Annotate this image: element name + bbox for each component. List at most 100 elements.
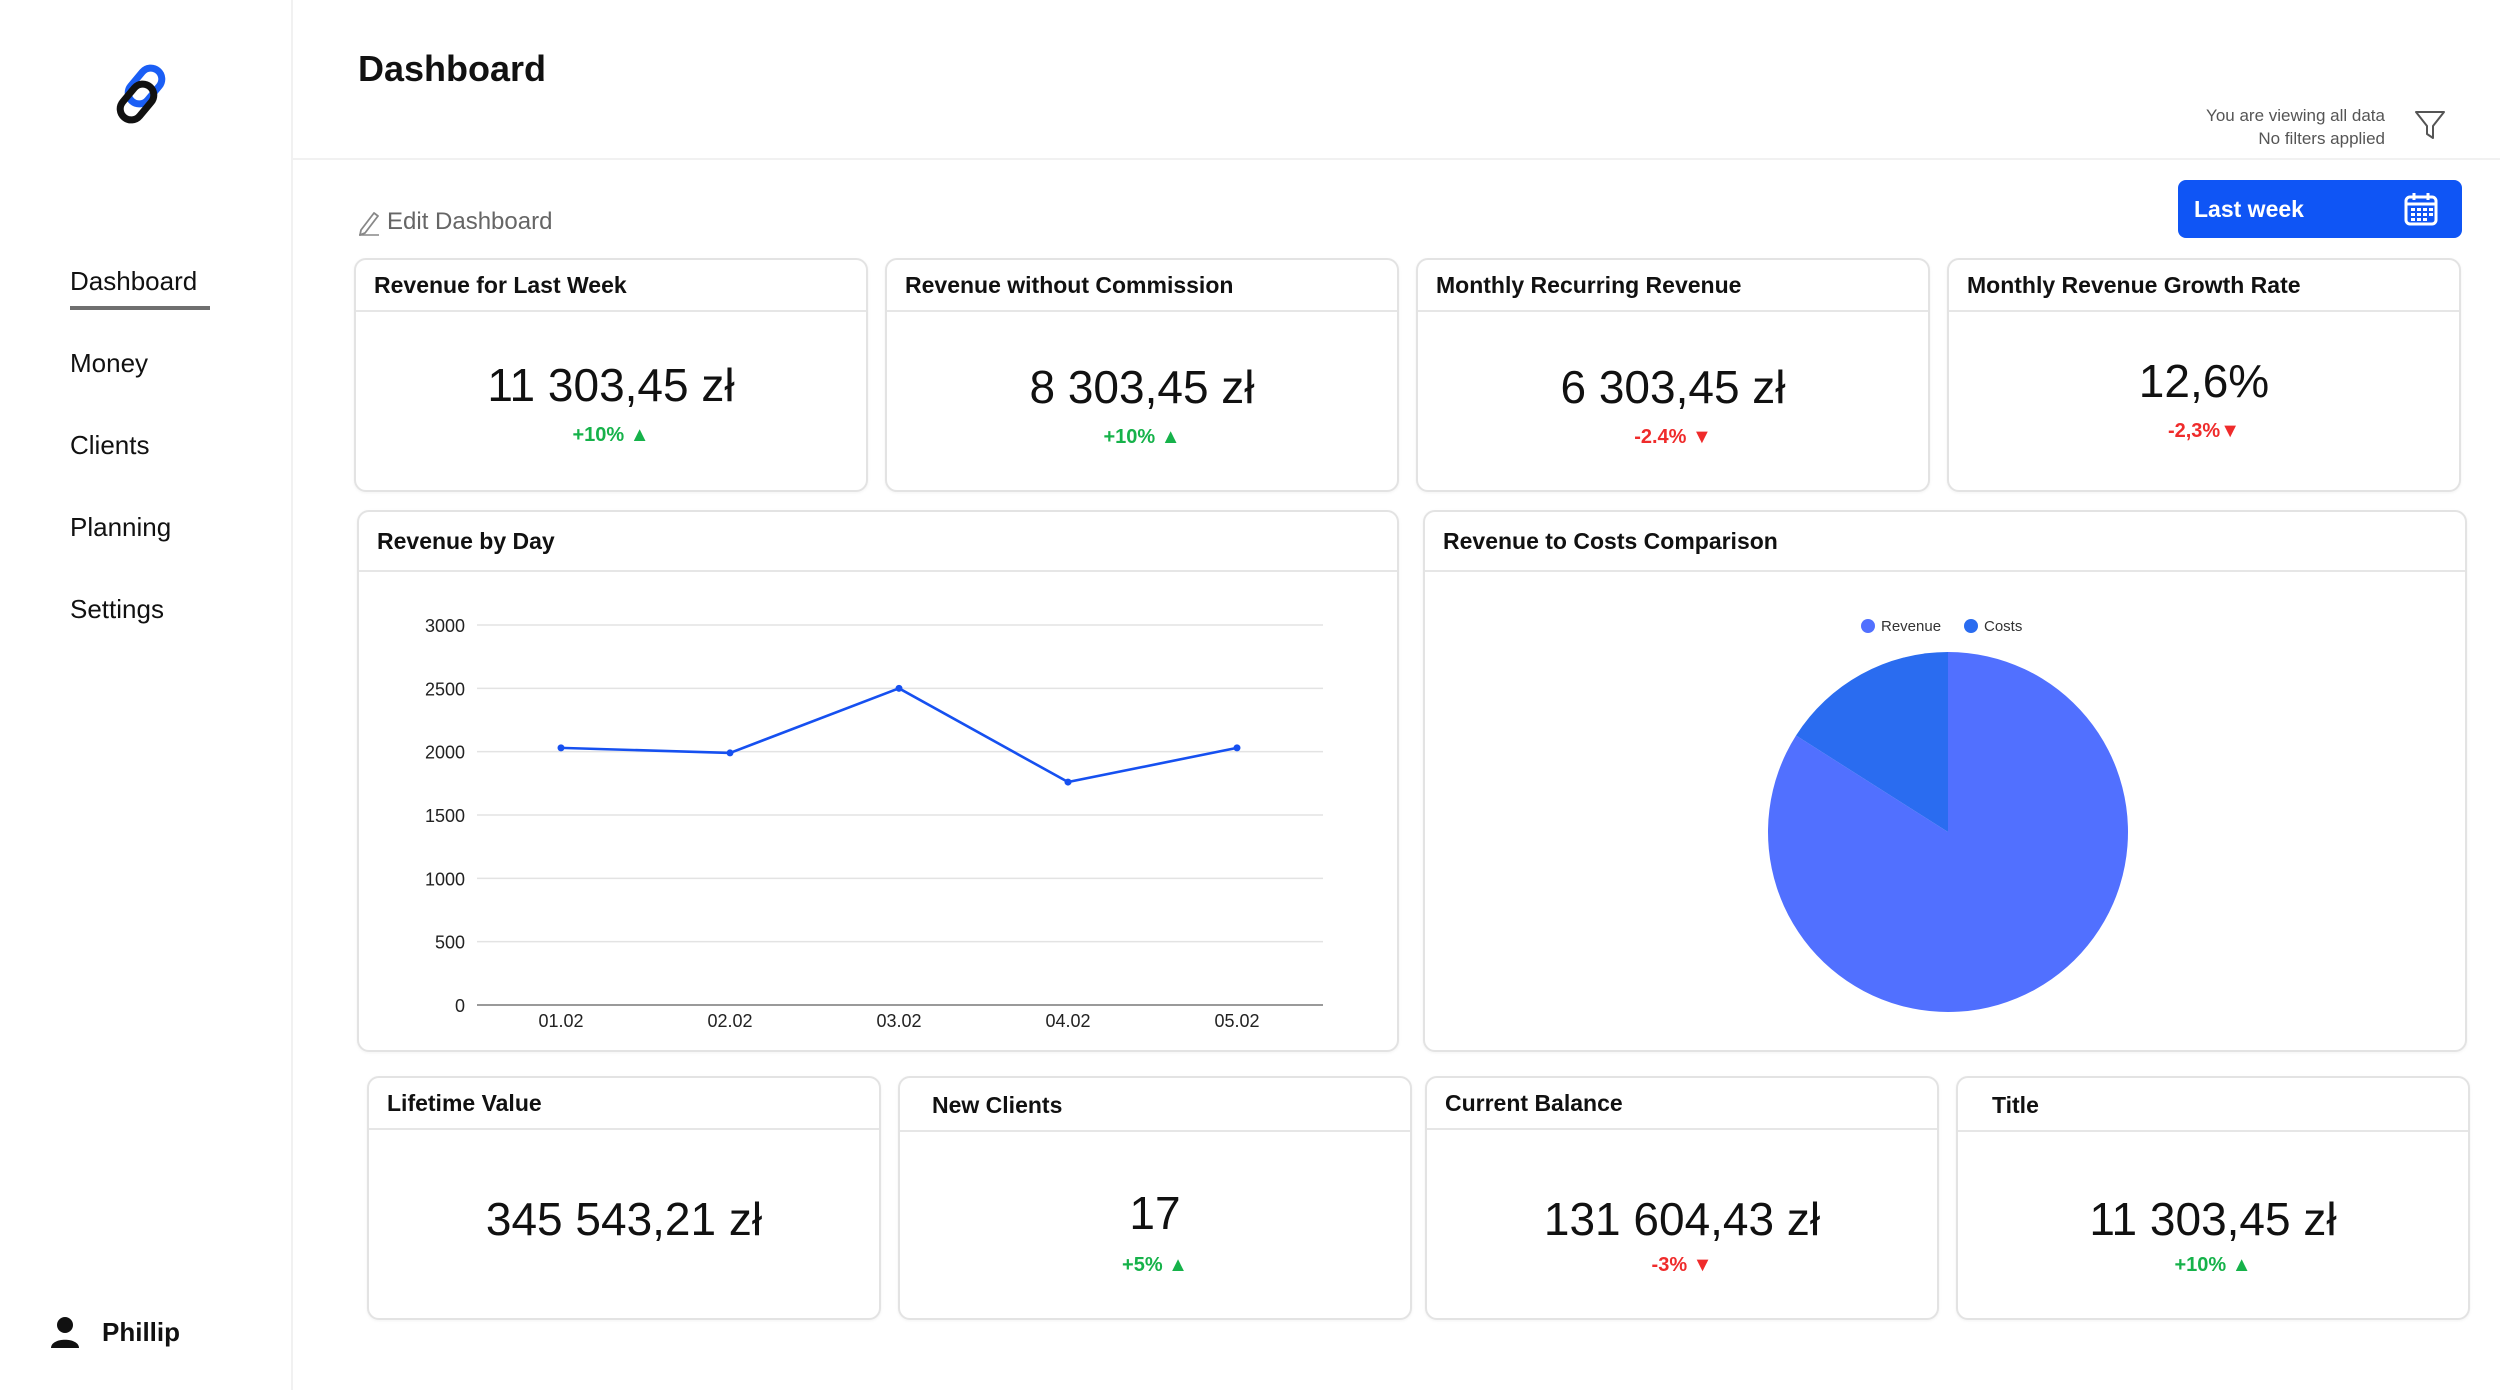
date-range-button[interactable]: Last week — [2178, 180, 2462, 238]
x-tick-label: 05.02 — [1214, 1011, 1259, 1031]
arrow-up-icon: ▲ — [1160, 426, 1181, 448]
user-name: Phillip — [102, 1316, 180, 1347]
change-value: +5% — [1122, 1254, 1163, 1276]
nav-item-clients[interactable]: Clients — [70, 430, 150, 460]
change-value: -2,3% — [2167, 420, 2221, 442]
data-point — [1064, 778, 1072, 786]
arrow-down-icon: ▼ — [1692, 1254, 1713, 1276]
x-tick-label: 04.02 — [1045, 1011, 1090, 1031]
arrow-up-icon: ▲ — [629, 424, 650, 446]
y-tick-label: 3000 — [425, 616, 465, 636]
x-tick-label: 02.02 — [707, 1011, 752, 1031]
arrow-up-icon: ▲ — [1168, 1254, 1188, 1276]
edit-dashboard-button[interactable]: Edit Dashboard — [357, 208, 552, 236]
user-profile[interactable]: Phillip — [50, 1316, 180, 1348]
card-title: New Clients — [932, 1092, 1063, 1118]
kpi-card-revenue-without-commission[interactable]: Revenue without Commission 8 303,45 zł +… — [885, 258, 1399, 492]
card-title: Monthly Recurring Revenue — [1436, 272, 1742, 298]
card-divider — [359, 570, 1397, 572]
change-value: -3% — [1651, 1254, 1688, 1276]
filter-status-line: You are viewing all data — [2206, 106, 2385, 125]
card-change: +5% ▲ — [900, 1254, 1410, 1277]
kpi-card-lifetime-value[interactable]: Lifetime Value 345 543,21 zł — [367, 1076, 881, 1320]
card-change: +10% ▲ — [356, 424, 866, 447]
kpi-card-revenue-last-week[interactable]: Revenue for Last Week 11 303,45 zł +10% … — [354, 258, 868, 492]
y-tick-label: 500 — [435, 933, 465, 953]
card-value: 6 303,45 zł — [1560, 361, 1786, 413]
arrow-down-icon: ▼ — [2220, 420, 2241, 442]
y-tick-label: 0 — [455, 996, 465, 1016]
data-point — [726, 749, 734, 757]
card-change: -3% ▼ — [1427, 1254, 1937, 1277]
arrow-up-icon: ▲ — [2231, 1254, 2252, 1276]
card-title: Monthly Revenue Growth Rate — [1967, 272, 2301, 298]
y-tick-label: 2000 — [425, 743, 465, 763]
card-title: Title — [1992, 1092, 2039, 1118]
nav-item-planning[interactable]: Planning — [70, 512, 172, 542]
filter-status: You are viewing all data No filters appl… — [2206, 104, 2385, 150]
filter-icon[interactable] — [2413, 108, 2447, 142]
card-title: Lifetime Value — [387, 1090, 542, 1116]
kpi-card-monthly-recurring-revenue[interactable]: Monthly Recurring Revenue 6 303,45 zł -2… — [1416, 258, 1930, 492]
card-divider — [1418, 310, 1928, 312]
y-tick-label: 2500 — [425, 679, 465, 699]
card-title: Revenue by Day — [377, 528, 555, 554]
data-point — [557, 744, 565, 752]
main-nav: Dashboard Money Clients Planning Setting… — [70, 266, 210, 676]
card-title: Revenue to Costs Comparison — [1443, 528, 1778, 554]
card-divider — [1949, 310, 2459, 312]
x-tick-label: 01.02 — [538, 1011, 583, 1031]
card-divider — [1425, 570, 2465, 572]
change-value: -2.4% — [1634, 426, 1687, 448]
card-change: +10% ▲ — [887, 426, 1397, 449]
y-tick-label: 1500 — [425, 806, 465, 826]
pie-chart: Revenue Costs — [1768, 618, 2128, 1012]
card-divider — [887, 310, 1397, 312]
kpi-card-title[interactable]: Title 11 303,45 zł +10% ▲ — [1956, 1076, 2470, 1320]
revenue-costs-card[interactable]: Revenue to Costs Comparison Revenue Costs — [1423, 510, 2467, 1052]
card-divider — [369, 1128, 879, 1130]
change-value: +10% — [572, 424, 625, 446]
card-change: -2.4% ▼ — [1418, 426, 1928, 449]
nav-item-settings[interactable]: Settings — [70, 594, 164, 624]
legend-label: Revenue — [1881, 618, 1941, 635]
card-divider — [356, 310, 866, 312]
revenue-by-day-card[interactable]: Revenue by Day 0 500 1000 1500 2000 2500 3000 0… — [357, 510, 1399, 1052]
card-value: 17 — [1129, 1187, 1181, 1239]
y-tick-label: 1000 — [425, 869, 465, 889]
card-divider — [900, 1130, 1410, 1132]
nav-item-dashboard[interactable]: Dashboard — [70, 266, 210, 310]
change-value: +10% — [1103, 426, 1156, 448]
sidebar: Dashboard Money Clients Planning Setting… — [0, 0, 293, 1390]
user-icon — [51, 1317, 79, 1348]
legend-swatch — [1861, 619, 1875, 633]
card-value: 8 303,45 zł — [1029, 361, 1255, 413]
kpi-card-current-balance[interactable]: Current Balance 131 604,43 zł -3% ▼ — [1425, 1076, 1939, 1320]
legend-label: Costs — [1984, 618, 2022, 635]
change-value: +10% — [2174, 1254, 2227, 1276]
filter-status-line: No filters applied — [2258, 129, 2385, 148]
card-change: +10% ▲ — [1958, 1254, 2468, 1277]
line-chart: 0 500 1000 1500 2000 2500 3000 01.02 02.02 03.02 0… — [425, 616, 1323, 1031]
app-logo[interactable] — [112, 62, 172, 126]
card-change: -2,3%▼ — [1949, 420, 2459, 443]
arrow-down-icon: ▼ — [1692, 426, 1712, 448]
card-divider — [1958, 1130, 2468, 1132]
series-line — [560, 686, 1238, 784]
pencil-icon — [359, 212, 379, 236]
card-title: Revenue for Last Week — [374, 272, 627, 298]
card-divider — [1427, 1128, 1937, 1130]
page-header: Dashboard You are viewing all data No fi… — [293, 0, 2500, 160]
pie-slice — [1796, 652, 1948, 832]
nav-item-money[interactable]: Money — [70, 348, 149, 378]
card-value: 11 303,45 zł — [487, 359, 735, 411]
kpi-card-monthly-revenue-growth-rate[interactable]: Monthly Revenue Growth Rate 12,6% -2,3%▼ — [1947, 258, 2461, 492]
kpi-card-new-clients[interactable]: New Clients 17 +5% ▲ — [898, 1076, 1412, 1320]
data-point — [895, 684, 903, 692]
card-value: 12,6% — [2138, 355, 2270, 407]
card-value: 11 303,45 zł — [2089, 1193, 2337, 1245]
card-value: 345 543,21 zł — [485, 1193, 763, 1245]
legend-swatch — [1964, 619, 1978, 633]
date-range-label: Last week — [2194, 195, 2304, 222]
x-tick-label: 03.02 — [876, 1011, 921, 1031]
